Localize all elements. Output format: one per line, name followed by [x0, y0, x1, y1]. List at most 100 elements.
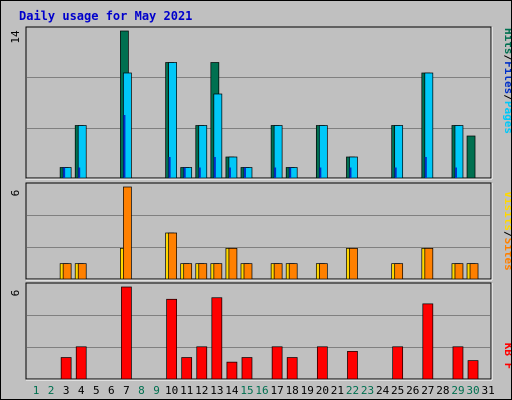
bar-pages [78, 167, 81, 178]
legend-kbytes: KB F [502, 343, 511, 370]
day-label: 24 [376, 384, 390, 397]
bar-kbytes [181, 357, 193, 380]
bar-sites [228, 247, 238, 280]
bar-files [318, 125, 328, 179]
bar-sites [62, 263, 72, 280]
bar-files [394, 125, 404, 179]
bar-sites [273, 263, 283, 280]
day-label: 28 [436, 384, 449, 397]
day-label: 16 [255, 384, 268, 397]
day-label: 20 [316, 384, 329, 397]
bar-kbytes [422, 303, 434, 380]
y-max-label: 14 [9, 30, 22, 44]
day-label: 15 [240, 384, 253, 397]
panels-layer: 14 6 6 [9, 26, 493, 381]
day-label: 2 [48, 384, 55, 397]
bar-sites [198, 263, 208, 280]
bar-sites [243, 263, 253, 280]
bar-hits [466, 135, 476, 179]
bar-pages [63, 167, 66, 178]
y-max-label: 6 [9, 190, 22, 197]
day-label: 17 [270, 384, 283, 397]
bar-kbytes [347, 351, 358, 380]
legend-entry: / [502, 231, 511, 238]
day-label: 9 [153, 384, 160, 397]
day-label: 21 [331, 384, 344, 397]
legend-visits-sites: Visits/Sites [502, 191, 511, 271]
day-label: 22 [346, 384, 359, 397]
bar-pages [198, 167, 201, 178]
panel-hits-files-pages: 14 [9, 26, 493, 180]
bar-pages [243, 167, 246, 178]
day-label: 14 [225, 384, 239, 397]
bar-kbytes [392, 346, 404, 380]
bar-kbytes [211, 297, 223, 380]
bar-pages [183, 167, 186, 178]
legend-entry: Hits [502, 28, 511, 55]
bar-pages [454, 167, 457, 178]
bar-kbytes [286, 357, 298, 380]
day-label: 18 [286, 384, 299, 397]
bar-pages [168, 157, 171, 178]
bar-pages [228, 167, 231, 178]
bar-pages [289, 167, 292, 178]
bar-kbytes [60, 357, 72, 380]
bar-pages [319, 167, 322, 178]
bar-sites [213, 263, 223, 280]
day-label: 27 [421, 384, 434, 397]
bar-sites [77, 263, 87, 280]
day-label: 29 [451, 384, 464, 397]
legend-layer: Hits/Files/Pages Visits/Sites KB F [502, 28, 511, 369]
bar-sites [454, 263, 464, 280]
bar-sites [288, 263, 298, 280]
day-label: 7 [123, 384, 130, 397]
panel-visits-sites: 6 [9, 182, 493, 281]
day-label: 4 [78, 384, 85, 397]
bar-pages [123, 115, 126, 178]
day-axis: 1 2 3 4 5 6 7 8 9 10 11 12 13 14 15 16 17 18 19 20 21 22 23 24 2… [33, 384, 495, 397]
day-label: 13 [210, 384, 223, 397]
day-label: 25 [391, 384, 404, 397]
legend-entry: KB F [502, 343, 511, 370]
day-label: 1 [33, 384, 40, 397]
bar-kbytes [467, 360, 479, 380]
bar-kbytes [121, 286, 132, 380]
day-label: 31 [481, 384, 494, 397]
bar-kbytes [241, 357, 253, 380]
legend-entry: / [502, 94, 511, 101]
day-label: 8 [138, 384, 145, 397]
bar-sites [424, 247, 434, 280]
bar-files [454, 125, 464, 179]
bar-kbytes [166, 298, 177, 380]
bar-pages [394, 167, 397, 178]
bar-sites [123, 186, 132, 280]
bar-sites [394, 263, 404, 280]
bar-files [424, 72, 434, 179]
day-label: 26 [406, 384, 419, 397]
bar-kbytes [75, 346, 87, 380]
bar-kbytes [196, 346, 208, 380]
bar-files [77, 125, 87, 179]
day-label: 6 [108, 384, 115, 397]
panel-frame [25, 282, 492, 380]
bar-kbytes [452, 346, 464, 380]
panel-frame [25, 182, 492, 280]
bar-sites [183, 263, 193, 280]
legend-entry: / [502, 55, 511, 62]
legend-entry: Files [502, 61, 511, 94]
chart-title: Daily usage for May 2021 [19, 9, 192, 23]
day-label: 12 [195, 384, 208, 397]
y-max-label: 6 [9, 290, 22, 297]
bar-files [213, 93, 223, 179]
bar-pages [424, 157, 427, 178]
bar-sites [168, 232, 177, 280]
bar-files [273, 125, 283, 179]
legend-hits-files-pages: Hits/Files/Pages [502, 28, 511, 134]
day-label: 23 [361, 384, 374, 397]
day-label: 30 [466, 384, 479, 397]
bar-sites [318, 263, 328, 280]
day-label: 10 [165, 384, 178, 397]
day-label: 5 [93, 384, 100, 397]
